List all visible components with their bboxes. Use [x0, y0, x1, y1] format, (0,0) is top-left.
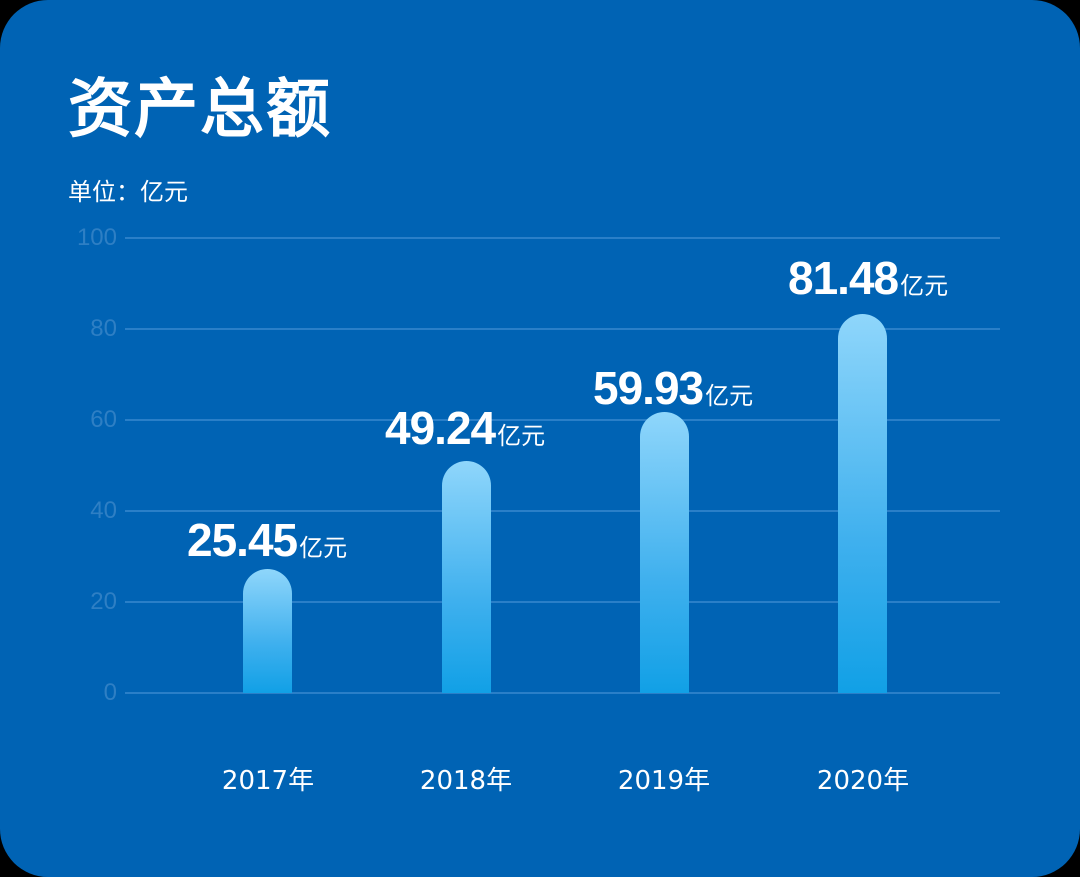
value-label-2020: 81.48 亿元	[788, 251, 948, 305]
value-number: 25.45	[187, 514, 298, 566]
x-label-2017: 2017年	[221, 766, 315, 796]
value-number: 49.24	[385, 402, 496, 454]
y-tick-80: 80	[90, 315, 117, 342]
chart-title: 资产总额	[68, 73, 332, 147]
y-tick-100: 100	[76, 224, 117, 251]
bar-2018	[442, 460, 491, 693]
y-tick-0: 0	[103, 679, 117, 706]
unit-label: 单位：亿元	[68, 178, 188, 206]
value-unit: 亿元	[900, 272, 949, 300]
gridline-40	[125, 510, 1000, 512]
value-number: 59.93	[593, 362, 704, 414]
y-tick-60: 60	[90, 406, 117, 433]
y-tick-40: 40	[90, 497, 117, 524]
bar-2020	[838, 314, 887, 693]
value-unit: 亿元	[497, 422, 546, 450]
value-label-2018: 49.24 亿元	[385, 401, 545, 455]
value-label-2017: 25.45 亿元	[187, 513, 347, 567]
gridline-80	[125, 328, 1000, 330]
x-label-2020: 2020年	[816, 766, 910, 796]
bar-2019	[640, 412, 689, 693]
gridline-60	[125, 419, 1000, 421]
gridline-20	[125, 601, 1000, 603]
bar-2017	[243, 569, 292, 693]
value-number: 81.48	[788, 252, 899, 304]
gridline-0	[125, 692, 1000, 694]
x-label-2019: 2019年	[617, 766, 711, 796]
value-unit: 亿元	[705, 382, 754, 410]
x-label-2018: 2018年	[419, 766, 513, 796]
value-label-2019: 59.93 亿元	[593, 361, 753, 415]
gridline-100	[125, 237, 1000, 239]
y-tick-20: 20	[90, 588, 117, 615]
value-unit: 亿元	[299, 534, 348, 562]
